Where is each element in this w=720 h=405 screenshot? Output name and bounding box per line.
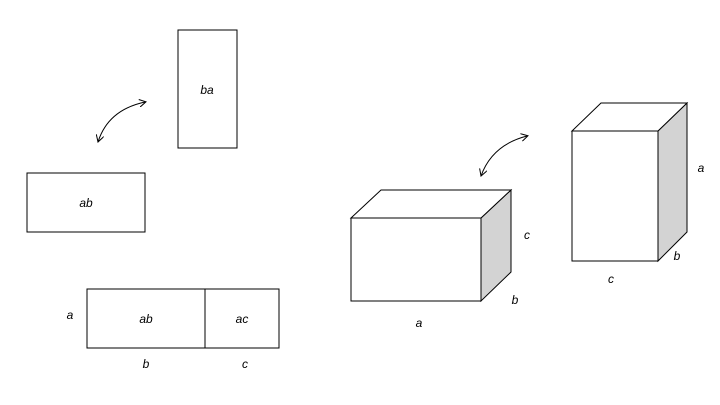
rotation-arrow-left <box>98 102 145 142</box>
box-cab: c a b <box>570 101 705 286</box>
rectangle-ab-part <box>86 288 206 349</box>
rectangle-ba-label: ba <box>200 83 214 97</box>
box-cab-height-label: a <box>698 161 705 175</box>
rectangle-ab: ab <box>26 172 146 233</box>
height-label-a: a <box>67 308 74 322</box>
rectangle-ab-label: ab <box>79 196 93 210</box>
rectangle-ba: ba <box>177 29 238 149</box>
box-acb-width-label: a <box>416 316 423 330</box>
width-label-c: c <box>242 357 248 371</box>
width-label-b: b <box>143 357 150 371</box>
rotation-arrow-right <box>481 136 527 176</box>
box-acb: a c b <box>349 188 530 330</box>
rectangle-ab-part-label: ab <box>139 312 153 326</box>
box-acb-depth-label: b <box>512 293 519 307</box>
box-cab-front-face <box>571 130 659 262</box>
box-acb-height-label: c <box>524 228 530 242</box>
rectangle-ac-part-label: ac <box>236 312 249 326</box>
box-cab-width-label: c <box>608 272 614 286</box>
rectangle-distributive: ab ac a b c <box>67 288 280 371</box>
box-acb-front-face <box>350 217 482 302</box>
rectangle-ac-part <box>204 288 280 349</box>
box-cab-depth-label: b <box>674 249 681 263</box>
